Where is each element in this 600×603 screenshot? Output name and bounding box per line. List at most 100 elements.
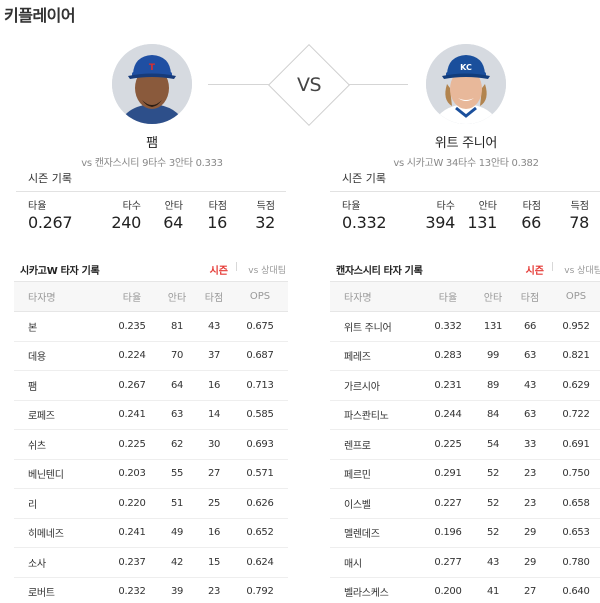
table-row[interactable]: 위트 주니어 0.332 131 66 0.952 bbox=[330, 311, 600, 342]
table-row[interactable]: 히메네즈 0.241 49 16 0.652 bbox=[14, 518, 288, 548]
cap-logo-right: KC bbox=[460, 63, 472, 72]
hits-cell: 41 bbox=[474, 577, 512, 603]
ops-cell: 0.713 bbox=[232, 370, 288, 401]
table-row[interactable]: 렌프로 0.225 54 33 0.691 bbox=[330, 429, 600, 460]
table-row[interactable]: 쉬츠 0.225 62 30 0.693 bbox=[14, 429, 288, 460]
table-row[interactable]: 로버트 0.232 39 23 0.792 bbox=[14, 577, 288, 603]
stat-value: 131 bbox=[467, 213, 497, 232]
table-row[interactable]: 데용 0.224 70 37 0.687 bbox=[14, 341, 288, 371]
ops-cell: 0.629 bbox=[548, 370, 600, 401]
table-row[interactable]: 가르시아 0.231 89 43 0.629 bbox=[330, 370, 600, 401]
batting-avg-cell: 0.237 bbox=[106, 547, 158, 578]
season-record-title: 시즌 기록 bbox=[16, 170, 286, 192]
batter-name-cell: 쉬츠 bbox=[14, 429, 106, 460]
table-row[interactable]: 벨라스케스 0.200 41 27 0.640 bbox=[330, 577, 600, 603]
batter-name-cell: 소사 bbox=[14, 547, 106, 578]
stat-label: 타점 bbox=[208, 201, 227, 212]
stat-label: 안타 bbox=[478, 201, 497, 212]
ops-cell: 0.658 bbox=[548, 488, 600, 519]
batting-avg-cell: 0.244 bbox=[422, 400, 474, 430]
table-row[interactable]: 리 0.220 51 25 0.626 bbox=[14, 488, 288, 519]
batter-name-cell: 로버트 bbox=[14, 577, 106, 603]
column-header-hits: 안타 bbox=[167, 293, 187, 304]
column-header-batter-name: 타자명 bbox=[28, 293, 56, 304]
table-row[interactable]: 소사 0.237 42 15 0.624 bbox=[14, 547, 288, 578]
rbi-cell: 63 bbox=[512, 341, 548, 371]
batting-avg-cell: 0.283 bbox=[422, 341, 474, 371]
tab-season-right[interactable]: 시즌 bbox=[525, 266, 544, 277]
table-row[interactable]: 파스콴티노 0.244 84 63 0.722 bbox=[330, 400, 600, 430]
hits-cell: 42 bbox=[158, 547, 196, 578]
rbi-cell: 23 bbox=[512, 488, 548, 519]
column-header-batting-avg: 타율 bbox=[438, 293, 458, 304]
stat-value: 64 bbox=[163, 213, 183, 232]
table-row[interactable]: 본 0.235 81 43 0.675 bbox=[14, 311, 288, 342]
column-header-ops: OPS bbox=[249, 291, 271, 302]
rbi-cell: 33 bbox=[512, 429, 548, 460]
table-row[interactable]: 로페즈 0.241 63 14 0.585 bbox=[14, 400, 288, 430]
table-row[interactable]: 페르민 0.291 52 23 0.750 bbox=[330, 459, 600, 489]
stat-label: 타율 bbox=[28, 201, 47, 212]
stat-label: 타수 bbox=[122, 201, 141, 212]
hits-cell: 70 bbox=[158, 341, 196, 371]
table-row[interactable]: 멜렌데즈 0.196 52 29 0.653 bbox=[330, 518, 600, 548]
stat-rbi: 타점 66 bbox=[497, 197, 541, 232]
tab-separator: | bbox=[550, 262, 554, 272]
table-row[interactable]: 매시 0.277 43 29 0.780 bbox=[330, 547, 600, 578]
hits-cell: 52 bbox=[474, 459, 512, 489]
table-header-row: 타자명 타율 안타 타점 OPS bbox=[330, 281, 600, 312]
table-title-left: 시카고W 타자 기록 bbox=[20, 266, 100, 277]
hits-cell: 55 bbox=[158, 459, 196, 489]
ops-cell: 0.653 bbox=[548, 518, 600, 548]
batting-avg-cell: 0.225 bbox=[422, 429, 474, 460]
batter-name-cell: 매시 bbox=[330, 547, 422, 578]
table-header-row: 타자명 타율 안타 타점 OPS bbox=[14, 281, 288, 312]
tab-vs-opponent-right[interactable]: vs 상대팀 bbox=[564, 266, 600, 276]
hits-cell: 54 bbox=[474, 429, 512, 460]
table-title-right: 캔자스시티 타자 기록 bbox=[336, 266, 423, 277]
stat-value: 0.267 bbox=[28, 213, 73, 232]
hits-cell: 64 bbox=[158, 370, 196, 401]
rbi-cell: 30 bbox=[196, 429, 232, 460]
column-header-hits: 안타 bbox=[483, 293, 503, 304]
rbi-cell: 37 bbox=[196, 341, 232, 371]
stat-label: 득점 bbox=[570, 201, 589, 212]
batting-avg-cell: 0.232 bbox=[106, 577, 158, 603]
player-photo-left: T bbox=[112, 44, 192, 124]
player-card-right[interactable]: KC 위트 주니어 vs 시카고W 34타수 13안타 0.382 bbox=[366, 44, 566, 169]
batting-avg-cell: 0.291 bbox=[422, 459, 474, 489]
ops-cell: 0.780 bbox=[548, 547, 600, 578]
table-row[interactable]: 베닌텐디 0.203 55 27 0.571 bbox=[14, 459, 288, 489]
player-card-left[interactable]: T 팸 vs 캔자스시티 9타수 3안타 0.333 bbox=[52, 44, 252, 169]
ops-cell: 0.640 bbox=[548, 577, 600, 603]
table-row[interactable]: 페레즈 0.283 99 63 0.821 bbox=[330, 341, 600, 371]
table-row[interactable]: 이스벨 0.227 52 23 0.658 bbox=[330, 488, 600, 519]
cap-logo-left: T bbox=[149, 63, 156, 73]
ops-cell: 0.585 bbox=[232, 400, 288, 430]
column-header-batter-name: 타자명 bbox=[344, 293, 372, 304]
rbi-cell: 25 bbox=[196, 488, 232, 519]
batting-avg-cell: 0.241 bbox=[106, 518, 158, 548]
rbi-cell: 27 bbox=[196, 459, 232, 489]
stat-value: 78 bbox=[569, 213, 589, 232]
ops-cell: 0.687 bbox=[232, 341, 288, 371]
stat-label: 타율 bbox=[342, 201, 361, 212]
table-row[interactable]: 팸 0.267 64 16 0.713 bbox=[14, 370, 288, 401]
stat-value: 16 bbox=[207, 213, 227, 232]
batting-avg-cell: 0.227 bbox=[422, 488, 474, 519]
table-header-right: 캔자스시티 타자 기록 시즌 | vs 상대팀 bbox=[330, 262, 600, 278]
rbi-cell: 14 bbox=[196, 400, 232, 430]
rbi-cell: 15 bbox=[196, 547, 232, 578]
tab-season-left[interactable]: 시즌 bbox=[209, 266, 228, 277]
hits-cell: 99 bbox=[474, 341, 512, 371]
vs-label: VS bbox=[296, 74, 322, 96]
batting-avg-cell: 0.267 bbox=[106, 370, 158, 401]
batting-avg-cell: 0.235 bbox=[106, 311, 158, 342]
rbi-cell: 27 bbox=[512, 577, 548, 603]
vs-divider-line-right bbox=[338, 84, 408, 85]
batter-name-cell: 데용 bbox=[14, 341, 106, 371]
hits-cell: 63 bbox=[158, 400, 196, 430]
tab-vs-opponent-left[interactable]: vs 상대팀 bbox=[248, 266, 286, 276]
column-header-batting-avg: 타율 bbox=[122, 293, 142, 304]
stat-avg: 타율 0.332 bbox=[330, 197, 400, 232]
